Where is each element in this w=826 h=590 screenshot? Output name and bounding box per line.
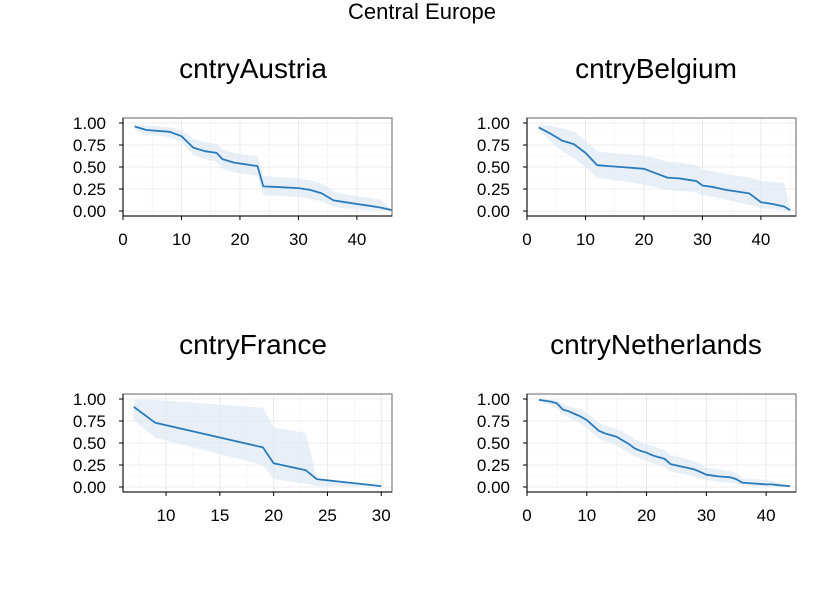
- panel-title: cntryNetherlands: [550, 329, 762, 360]
- x-tick-label: 20: [634, 230, 653, 249]
- x-tick-label: 20: [637, 506, 656, 525]
- x-tick-label: 30: [289, 230, 308, 249]
- y-tick-label: 0.75: [73, 412, 106, 431]
- x-tick-label: 10: [577, 506, 596, 525]
- x-tick-label: 10: [576, 230, 595, 249]
- x-tick-label: 40: [347, 230, 366, 249]
- confidence-band: [538, 124, 791, 211]
- x-tick-label: 40: [757, 506, 776, 525]
- figure-title: Central Europe: [348, 0, 496, 24]
- y-tick-label: 0.75: [477, 136, 510, 155]
- x-tick-label: 30: [697, 506, 716, 525]
- y-tick-label: 1.00: [73, 390, 106, 409]
- series-line: [133, 406, 382, 487]
- panel-title: cntryFrance: [179, 329, 327, 360]
- y-tick-label: 0.00: [477, 478, 510, 497]
- y-tick-label: 0.00: [73, 478, 106, 497]
- x-tick-label: 20: [264, 506, 283, 525]
- x-tick-label: 10: [157, 506, 176, 525]
- confidence-band: [539, 399, 790, 487]
- panel-belgium: cntryBelgium 0.00 0.25 0.50 0.75 1.00 0 10 20 30 4…: [477, 53, 797, 249]
- x-tick-label: 15: [210, 506, 229, 525]
- y-tick-label: 1.00: [477, 114, 510, 133]
- y-tick-label: 0.25: [477, 180, 510, 199]
- y-tick-label: 0.50: [477, 158, 510, 177]
- x-tick-label: 40: [751, 230, 770, 249]
- series-line: [538, 126, 791, 211]
- y-tick-label: 0.50: [477, 434, 510, 453]
- y-tick-label: 0.00: [477, 202, 510, 221]
- series-line: [134, 125, 393, 211]
- panel-france: cntryFrance 0.00 0.25 0.50 0.75 1.00 10 15 20 25 3…: [73, 329, 393, 525]
- y-tick-label: 0.75: [73, 136, 106, 155]
- confidence-band: [133, 399, 382, 487]
- x-tick-label: 10: [172, 230, 191, 249]
- y-tick-label: 0.00: [73, 202, 106, 221]
- x-tick-label: 25: [318, 506, 337, 525]
- panel-austria: cntryAustria 0.00 0.25 0.50 0.75 1.00 0 10 20 30 4…: [73, 53, 393, 249]
- x-tick-label: 0: [522, 506, 531, 525]
- x-tick-label: 0: [522, 230, 531, 249]
- y-tick-label: 0.75: [477, 412, 510, 431]
- y-tick-label: 0.25: [73, 180, 106, 199]
- y-tick-label: 0.50: [73, 434, 106, 453]
- y-tick-label: 1.00: [477, 390, 510, 409]
- y-tick-label: 1.00: [73, 114, 106, 133]
- x-tick-label: 0: [118, 230, 127, 249]
- x-tick-label: 20: [230, 230, 249, 249]
- series-line: [538, 399, 791, 487]
- x-tick-label: 30: [693, 230, 712, 249]
- panel-title: cntryAustria: [179, 53, 327, 84]
- y-tick-label: 0.50: [73, 158, 106, 177]
- y-tick-label: 0.25: [477, 456, 510, 475]
- x-tick-label: 30: [372, 506, 391, 525]
- panel-netherlands: cntryNetherlands 0.00 0.25 0.50 0.75 1.00 0 10 2…: [477, 329, 797, 525]
- confidence-band: [134, 123, 392, 211]
- panel-title: cntryBelgium: [575, 53, 737, 84]
- y-tick-label: 0.25: [73, 456, 106, 475]
